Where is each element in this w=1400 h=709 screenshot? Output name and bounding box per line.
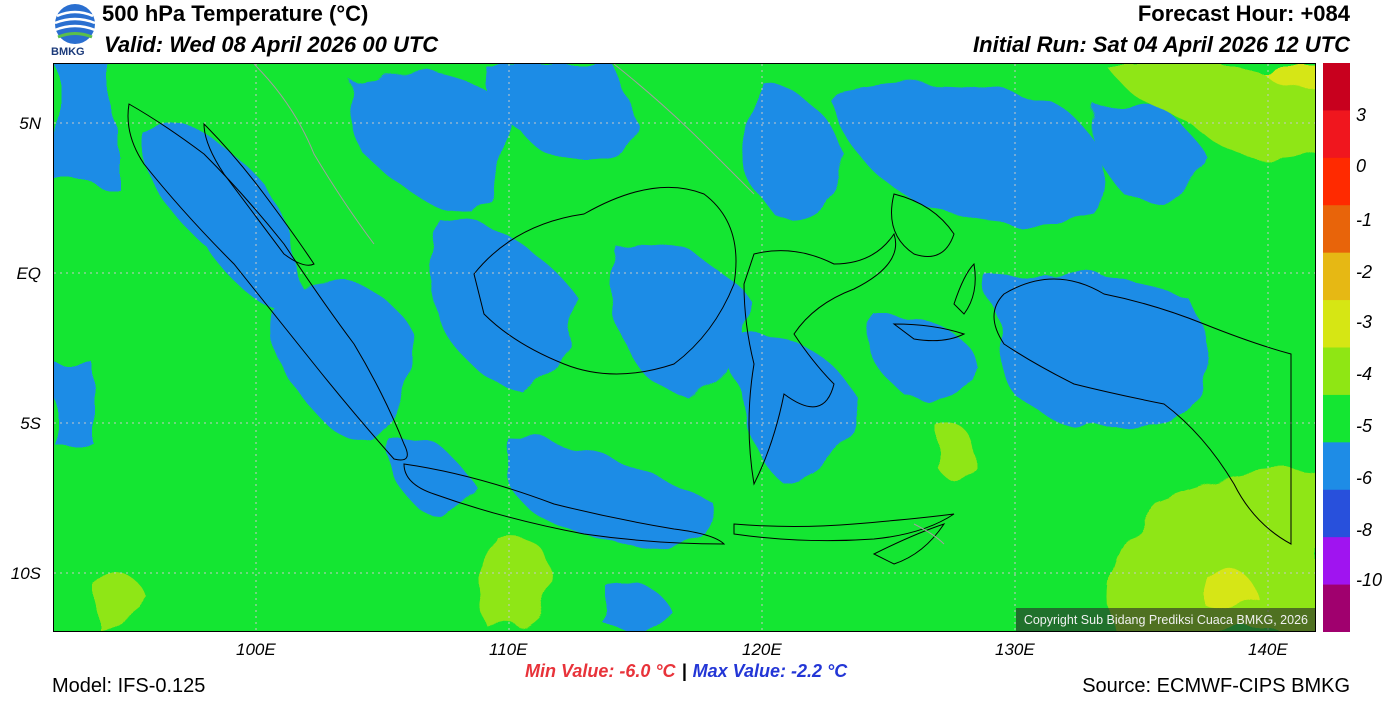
sumatra-outline — [127, 103, 408, 461]
map-canvas — [54, 64, 1315, 631]
colorbar-segment — [1323, 157, 1350, 206]
coastlines — [127, 103, 1292, 565]
borneo-outline — [473, 186, 737, 375]
sulawesi-outline — [743, 232, 897, 486]
chart-title: 500 hPa Temperature (°C) — [102, 1, 369, 26]
colorbar-segment — [1323, 110, 1350, 159]
colorbar-segment — [1323, 205, 1350, 254]
copyright-notice: Copyright Sub Bidang Prediksi Cuaca BMKG… — [1015, 608, 1315, 631]
lat-label-eq: EQ — [16, 264, 41, 283]
new-guinea-outline — [993, 278, 1292, 545]
colorbar-segment — [1323, 394, 1350, 443]
colorbar-label: -6 — [1356, 468, 1373, 488]
max-value: Max Value: -2.2 °C — [692, 661, 848, 681]
cold-regions — [54, 64, 1210, 627]
colorbar-segment — [1323, 252, 1350, 301]
maluku-outline — [892, 262, 976, 342]
colorbar-label: -2 — [1356, 262, 1373, 282]
lon-label-100e: 100E — [236, 640, 276, 659]
colorbar-label: -1 — [1356, 210, 1373, 230]
bmkg-logo — [54, 4, 96, 44]
malay-peninsula-outline — [203, 122, 315, 266]
initial-run: Initial Run: Sat 04 April 2026 12 UTC — [973, 32, 1350, 57]
lon-label-140e: 140E — [1248, 640, 1288, 659]
graticule — [54, 64, 1315, 631]
min-max-values: Min Value: -6.0 °C | Max Value: -2.2 °C — [525, 661, 847, 682]
colorbar-segment — [1323, 300, 1350, 348]
mindanao-outline — [891, 193, 955, 257]
lon-label-110e: 110E — [489, 640, 528, 659]
min-value: Min Value: -6.0 °C — [525, 661, 676, 681]
borders — [253, 64, 945, 545]
java-outline — [403, 463, 726, 545]
colorbar — [1323, 63, 1350, 632]
timor-outline — [872, 523, 946, 565]
colorbar-label: -10 — [1356, 570, 1383, 590]
valid-time: Valid: Wed 08 April 2026 00 UTC — [104, 32, 439, 57]
colorbar-label: 0 — [1356, 156, 1367, 176]
lat-label-5n: 5N — [19, 114, 41, 133]
colorbar-label: -4 — [1356, 364, 1373, 384]
lat-label-10s: 10S — [10, 564, 41, 583]
warm-regions — [94, 64, 1315, 631]
colorbar-segment — [1323, 63, 1350, 111]
model-label: Model: IFS-0.125 — [52, 675, 206, 697]
colorbar-label: 3 — [1356, 105, 1367, 125]
colorbar-segment — [1323, 347, 1350, 396]
colorbar-label: -5 — [1356, 416, 1373, 436]
lesser-sunda-outline — [733, 513, 955, 542]
colorbar-segment — [1323, 584, 1350, 632]
colorbar-label: -3 — [1356, 312, 1373, 332]
stats-separator: | — [681, 661, 687, 681]
colorbar-label: -8 — [1356, 520, 1373, 540]
forecast-hour: Forecast Hour: +084 — [1137, 1, 1350, 26]
colorbar-segment — [1323, 537, 1350, 586]
lon-label-120e: 120E — [742, 640, 782, 659]
colorbar-segment — [1323, 442, 1350, 491]
colorbar-segment — [1323, 489, 1350, 538]
temperature-map: Copyright Sub Bidang Prediksi Cuaca BMKG… — [53, 63, 1316, 632]
lon-label-130e: 130E — [995, 640, 1035, 659]
lat-label-5s: 5S — [20, 414, 41, 433]
logo-text: BMKG — [51, 46, 85, 58]
source-label: Source: ECMWF-CIPS BMKG — [1082, 675, 1350, 697]
